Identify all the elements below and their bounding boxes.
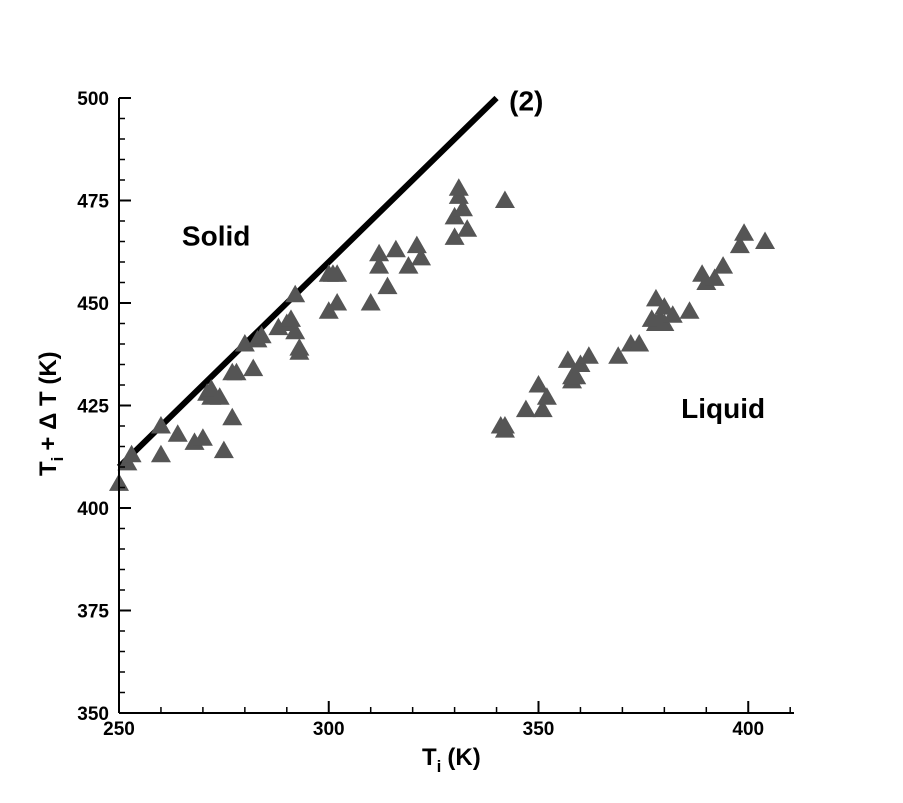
data-point-triangle — [713, 256, 734, 274]
data-point-triangle — [557, 350, 578, 368]
data-point-triangle — [167, 424, 188, 442]
data-point-triangle — [532, 399, 553, 418]
data-point-triangle — [285, 284, 306, 303]
data-point-triangle — [645, 288, 666, 307]
data-point-triangle — [251, 325, 272, 344]
data-point-triangle — [192, 428, 213, 446]
data-point-triangle — [398, 256, 419, 274]
plot-line-layer — [116, 95, 499, 470]
data-point-triangle — [494, 416, 515, 434]
data-point-triangle — [360, 293, 381, 311]
annotation-2: (2) — [509, 85, 543, 116]
data-point-triangle — [243, 358, 264, 377]
data-point-triangle — [369, 256, 390, 274]
data-point-triangle — [285, 321, 306, 340]
data-point-triangle — [654, 297, 675, 315]
tick-labels: 350 375 400 425 450 475 500 250 300 350 400 — [77, 89, 764, 740]
data-point-triangle — [201, 379, 222, 397]
y-tick-label: 475 — [77, 192, 109, 213]
data-point-triangle — [448, 178, 469, 196]
x-axis-title: Ti (K) — [422, 744, 481, 776]
data-point-triangle — [734, 223, 755, 241]
data-point-triangle — [121, 444, 142, 463]
x-tick-label: 250 — [103, 719, 135, 740]
y-axis-title: Ti+ Δ T (K) — [35, 351, 67, 476]
data-point-triangle — [536, 387, 557, 405]
y-tick-label: 500 — [77, 89, 109, 110]
data-point-triangle — [411, 247, 432, 266]
data-point-triangle — [385, 239, 406, 258]
axes — [118, 97, 794, 714]
data-point-triangle — [528, 375, 549, 393]
data-point-triangle — [280, 309, 301, 327]
data-point-triangle — [327, 293, 348, 311]
data-point-triangle — [150, 416, 171, 434]
data-point-triangle — [327, 264, 348, 282]
annotation-solid: Solid — [182, 221, 250, 252]
annotation-liquid: Liquid — [681, 393, 765, 424]
x-tick-label: 400 — [732, 719, 764, 740]
y-tick-label: 425 — [77, 397, 109, 418]
data-point-triangle — [515, 399, 536, 418]
data-point-triangle — [213, 440, 234, 459]
x-tick-label: 300 — [313, 719, 345, 740]
data-point-triangle — [452, 198, 473, 217]
data-point-triangle — [608, 346, 629, 364]
data-points-layer — [109, 178, 776, 491]
data-point-triangle — [704, 268, 725, 286]
data-point-triangle — [209, 387, 230, 405]
data-point-triangle — [494, 190, 515, 208]
data-point-triangle — [369, 243, 390, 262]
y-tick-label: 350 — [77, 704, 109, 725]
data-point-triangle — [566, 366, 587, 385]
y-tick-label: 400 — [77, 499, 109, 520]
data-point-triangle — [578, 346, 599, 364]
data-point-triangle — [755, 231, 776, 249]
annotations: Solid Liquid (2) — [182, 85, 765, 424]
x-tick-label: 350 — [523, 719, 555, 740]
data-point-triangle — [444, 227, 465, 245]
data-point-triangle — [222, 407, 243, 426]
data-point-triangle — [729, 235, 750, 254]
y-tick-label: 375 — [77, 602, 109, 623]
data-point-triangle — [289, 342, 310, 360]
data-point-triangle — [377, 276, 398, 295]
data-point-triangle — [629, 334, 650, 352]
data-point-triangle — [662, 305, 683, 323]
line-2 — [116, 95, 499, 470]
data-point-triangle — [150, 444, 171, 463]
data-point-triangle — [679, 301, 700, 319]
data-point-triangle — [457, 219, 478, 237]
y-tick-label: 450 — [77, 294, 109, 315]
data-point-triangle — [226, 362, 247, 381]
data-point-triangle — [406, 235, 427, 254]
